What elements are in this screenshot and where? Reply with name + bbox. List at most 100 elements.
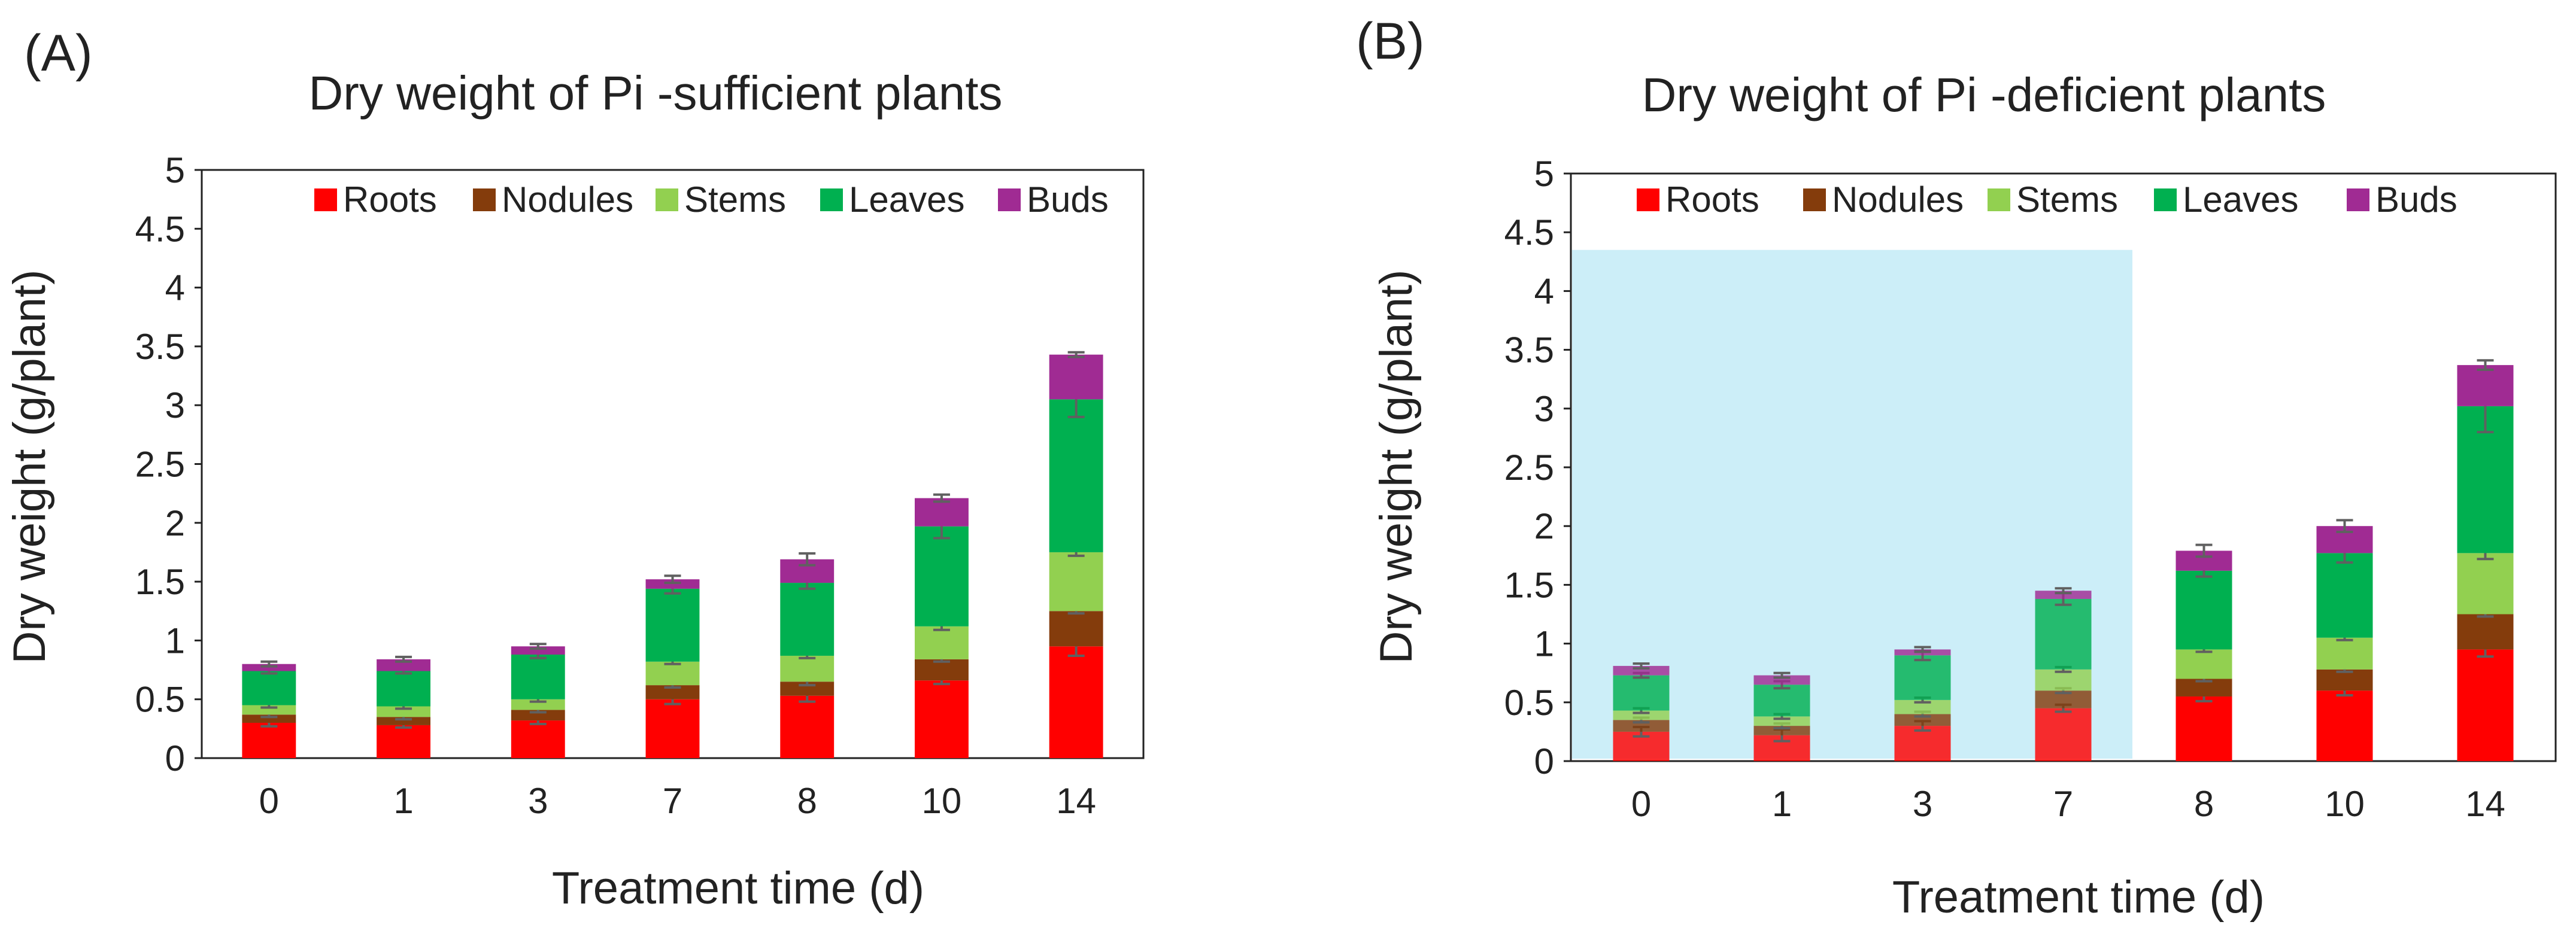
bar-segment-nodules-0	[242, 714, 296, 723]
y-tick-label: 1.5	[135, 562, 185, 602]
y-tick-label: 4	[165, 268, 185, 308]
y-tick-label: 3.5	[1504, 330, 1554, 370]
bar-segment-leaves-14	[1049, 399, 1103, 552]
legend-swatch-buds	[998, 188, 1021, 211]
bar-segment-stems-3	[1894, 699, 1951, 714]
x-tick-label: 8	[2194, 784, 2214, 824]
x-tick-label: 1	[393, 781, 413, 821]
y-tick-label: 1	[1534, 624, 1554, 664]
x-tick-label: 10	[922, 781, 962, 821]
bar-segment-leaves-8	[780, 583, 835, 656]
y-tick-label: 4	[1534, 271, 1554, 311]
legend-swatch-nodules	[1803, 188, 1826, 211]
bar-segment-leaves-8	[2176, 570, 2232, 650]
bar-segment-nodules-8	[780, 682, 835, 696]
y-tick-label: 4.5	[1504, 212, 1554, 253]
bar-segment-stems-0	[242, 705, 296, 715]
bar-segment-leaves-0	[1613, 675, 1670, 711]
y-tick-label: 5	[1534, 154, 1554, 194]
bar-segment-roots-10	[2316, 690, 2373, 761]
x-tick-label: 0	[259, 781, 279, 821]
legend-label-stems: Stems	[2016, 180, 2118, 220]
y-tick-label: 2	[165, 503, 185, 543]
legend-swatch-buds	[2347, 188, 2369, 211]
bar-segment-nodules-3	[1894, 714, 1951, 726]
bar-segment-nodules-1	[1753, 726, 1810, 735]
chart-panel-0: (A) Dry weight of Pi -sufficient plants 0 0…	[4, 25, 1145, 914]
x-tick-label: 7	[663, 781, 682, 821]
y-tick-label: 4.5	[135, 209, 185, 249]
bar-segment-roots-14	[1049, 646, 1103, 758]
legend-label-leaves: Leaves	[849, 180, 964, 220]
legend-label-nodules: Nodules	[502, 180, 633, 220]
bar-segment-leaves-1	[1753, 685, 1810, 717]
bar-segment-stems-1	[1753, 716, 1810, 726]
bar-segment-roots-7	[645, 699, 700, 758]
bar-segment-leaves-10	[2316, 553, 2373, 638]
legend-label-buds: Buds	[2375, 180, 2457, 220]
y-tick-label: 0.5	[1504, 683, 1554, 723]
y-tick-label: 5	[165, 150, 185, 190]
bar-segment-leaves-0	[242, 671, 296, 705]
y-tick-label: 3.5	[135, 327, 185, 367]
y-tick-label: 0	[1534, 741, 1554, 781]
bar-segment-roots-0	[242, 723, 296, 758]
bar-segment-nodules-7	[645, 685, 700, 699]
bar-segment-stems-10	[2316, 637, 2373, 670]
y-tick-label: 2.5	[1504, 448, 1554, 488]
legend-swatch-leaves	[820, 188, 843, 211]
legend-label-roots: Roots	[343, 180, 437, 220]
bar-segment-stems-0	[1613, 710, 1670, 720]
legend-label-buds: Buds	[1027, 180, 1109, 220]
bar-segment-nodules-3	[511, 710, 565, 721]
bar-segment-stems-8	[780, 655, 835, 682]
legend-label-stems: Stems	[684, 180, 786, 220]
bar-segment-stems-14	[1049, 552, 1103, 612]
bar-segment-buds-14	[2457, 365, 2514, 406]
bar-segment-buds-3	[511, 646, 565, 655]
x-tick-label: 0	[1631, 784, 1651, 824]
legend-label-roots: Roots	[1665, 180, 1759, 220]
bar-segment-leaves-3	[1894, 655, 1951, 700]
chart-title: Dry weight of Pi -deficient plants	[1642, 68, 2326, 121]
panel-letter: (A)	[24, 25, 93, 82]
legend-label-nodules: Nodules	[1832, 180, 1964, 220]
legend-label-leaves: Leaves	[2183, 180, 2298, 220]
y-tick-label: 3	[165, 385, 185, 425]
bar-segment-nodules-14	[2457, 614, 2514, 650]
legend-swatch-nodules	[473, 188, 496, 211]
bar-segment-buds-1	[377, 659, 431, 671]
bar-segment-buds-7	[2035, 591, 2092, 599]
bar-segment-nodules-1	[377, 717, 431, 725]
y-tick-label: 0	[165, 738, 185, 778]
bar-segment-leaves-7	[2035, 598, 2092, 670]
bar-segment-leaves-3	[511, 654, 565, 699]
panel-letter: (B)	[1356, 13, 1425, 70]
bar-segment-leaves-1	[377, 671, 431, 707]
y-tick-label: 3	[1534, 389, 1554, 429]
chart-title: Dry weight of Pi -sufficient plants	[308, 66, 1002, 120]
y-tick-label: 1	[165, 620, 185, 661]
bar-segment-nodules-0	[1613, 720, 1670, 732]
bar-segment-roots-1	[377, 725, 431, 758]
x-axis-title: Treatment time (d)	[1892, 872, 2265, 923]
legend-swatch-stems	[656, 188, 678, 211]
y-axis-title: Dry weight (g/plant)	[4, 270, 55, 664]
x-tick-label: 3	[1913, 784, 1932, 824]
bar-segment-buds-1	[1753, 675, 1810, 685]
legend-swatch-roots	[314, 188, 337, 211]
y-axis-title: Dry weight (g/plant)	[1371, 270, 1422, 664]
x-axis-title: Treatment time (d)	[552, 863, 924, 914]
x-tick-label: 10	[2325, 784, 2365, 824]
bar-segment-leaves-10	[914, 526, 969, 626]
bar-segment-stems-3	[511, 699, 565, 710]
bar-segment-roots-10	[914, 680, 969, 758]
x-tick-label: 8	[797, 781, 817, 821]
y-tick-label: 2	[1534, 506, 1554, 546]
bar-segment-roots-7	[2035, 708, 2092, 761]
y-tick-label: 2.5	[135, 445, 185, 485]
bar-segment-buds-14	[1049, 354, 1103, 400]
bar-segment-stems-10	[914, 626, 969, 659]
y-tick-label: 1.5	[1504, 565, 1554, 605]
